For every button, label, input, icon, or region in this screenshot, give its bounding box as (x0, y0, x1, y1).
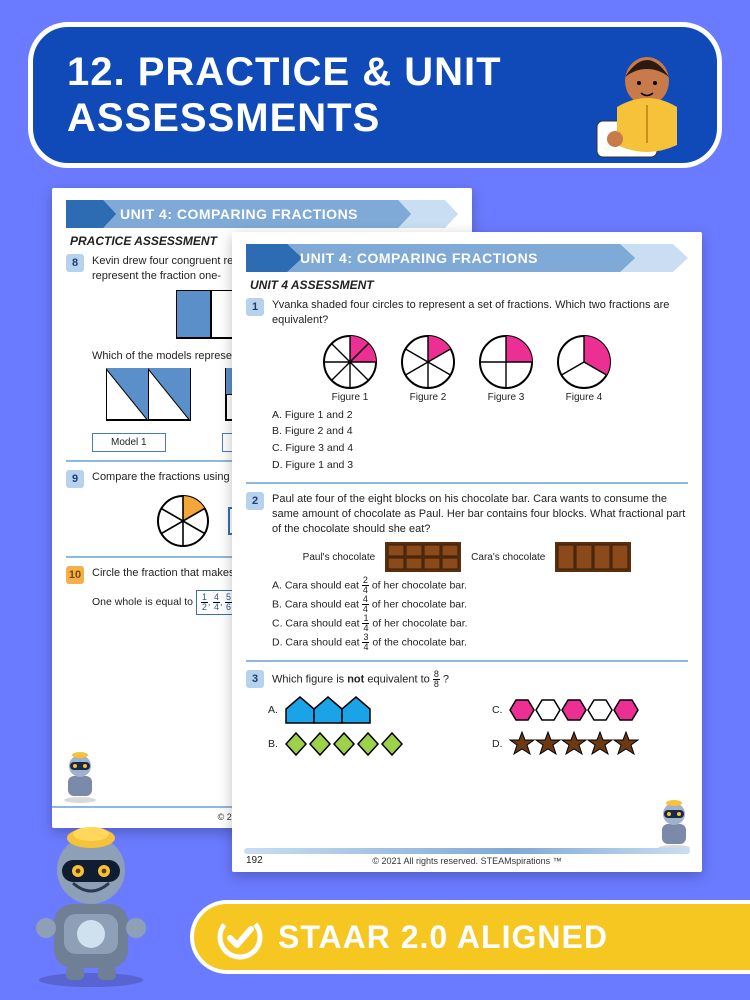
caras-chocolate-label: Cara's chocolate (471, 552, 545, 563)
unit-banner-text-front: UNIT 4: COMPARING FRACTIONS (300, 250, 538, 266)
q2-opt-d: D. Cara should eat 34 of the chocolate b… (272, 633, 688, 652)
q2-choco-row: Paul's chocolate Cara's chocolate (246, 542, 688, 572)
q2-opt-c: C. Cara should eat 14 of her chocolate b… (272, 614, 688, 633)
question-3: 3 Which figure is not equivalent to 88 ? (246, 670, 688, 689)
fig1-label: Figure 1 (322, 392, 378, 403)
q2-text: Paul ate four of the eight blocks on his… (272, 492, 688, 537)
student-illustration (585, 43, 695, 163)
q1-fig4 (556, 334, 612, 390)
q1-fig3 (478, 334, 534, 390)
q1-opt-b: B. Figure 2 and 4 (272, 423, 688, 440)
question-2: 2 Paul ate four of the eight blocks on h… (246, 492, 688, 537)
pauls-chocolate-label: Paul's chocolate (303, 552, 376, 563)
q3-text: Which figure is not equivalent to 88 ? (272, 670, 688, 689)
q9-pie (156, 494, 210, 548)
title-line-2: ASSESSMENTS (67, 96, 380, 140)
worksheet-stack: UNIT 4: COMPARING FRACTIONS PRACTICE ASS… (52, 188, 712, 878)
page-title: 12. PRACTICE & UNIT ASSESSMENTS (67, 49, 502, 141)
robot-icon (652, 800, 696, 852)
sheet-footer-front: © 2021 All rights reserved. STEAMspirati… (232, 852, 702, 866)
footer-text: STAAR 2.0 ALIGNED (278, 919, 608, 956)
q1-opt-d: D. Figure 1 and 3 (272, 457, 688, 474)
q3-options: A. C. B. (268, 695, 688, 757)
fig3-label: Figure 3 (478, 392, 534, 403)
q2-opt-a: A. Cara should eat 24 of her chocolate b… (272, 576, 688, 595)
unit-banner-front: UNIT 4: COMPARING FRACTIONS (246, 244, 688, 272)
qnum-8: 8 (66, 254, 84, 272)
qnum-9: 9 (66, 470, 84, 488)
q1-figures: Figure 1 Figure 2 Figure 3 (246, 334, 688, 403)
qnum-1: 1 (246, 298, 264, 316)
footer-pill: STAAR 2.0 ALIGNED (190, 900, 750, 974)
header-pill: 12. PRACTICE & UNIT ASSESSMENTS (28, 22, 722, 168)
caras-chocolate-icon (555, 542, 631, 572)
copyright-front: © 2021 All rights reserved. STEAMspirati… (372, 856, 561, 866)
q1-opt-c: C. Figure 3 and 4 (272, 440, 688, 457)
subhead-assessment: UNIT 4 ASSESSMENT (250, 278, 688, 292)
unit-banner-text: UNIT 4: COMPARING FRACTIONS (120, 206, 358, 222)
qnum-2: 2 (246, 492, 264, 510)
qnum-3: 3 (246, 670, 264, 688)
unit-banner: UNIT 4: COMPARING FRACTIONS (66, 200, 458, 228)
title-line-1: 12. PRACTICE & UNIT (67, 50, 502, 94)
q2-options: A. Cara should eat 24 of her chocolate b… (272, 576, 688, 652)
q1-options: A. Figure 1 and 2 B. Figure 2 and 4 C. F… (272, 407, 688, 474)
q3-opt-a: A. (268, 695, 464, 725)
q1-opt-a: A. Figure 1 and 2 (272, 407, 688, 424)
qnum-10: 10 (66, 566, 84, 584)
checkmark-badge-icon (216, 913, 264, 961)
robot-icon (58, 752, 102, 804)
model-1-label: Model 1 (92, 433, 166, 452)
question-1: 1 Yvanka shaded four circles to represen… (246, 298, 688, 328)
worksheet-assessment: UNIT 4: COMPARING FRACTIONS UNIT 4 ASSES… (232, 232, 702, 872)
robot-mascot (16, 818, 166, 988)
q10-lead: One whole is equal to (92, 595, 193, 607)
pauls-chocolate-icon (385, 542, 461, 572)
q2-opt-b: B. Cara should eat 44 of her chocolate b… (272, 595, 688, 614)
fig2-label: Figure 2 (400, 392, 456, 403)
q3-opt-c: C. (492, 697, 688, 723)
q1-text: Yvanka shaded four circles to represent … (272, 298, 688, 328)
q3-opt-d: D. (492, 731, 688, 757)
q1-fig2 (400, 334, 456, 390)
q3-opt-b: B. (268, 731, 464, 757)
q10-fraction-set: 12, 44, 56 (196, 590, 237, 615)
fig4-label: Figure 4 (556, 392, 612, 403)
q1-fig1 (322, 334, 378, 390)
